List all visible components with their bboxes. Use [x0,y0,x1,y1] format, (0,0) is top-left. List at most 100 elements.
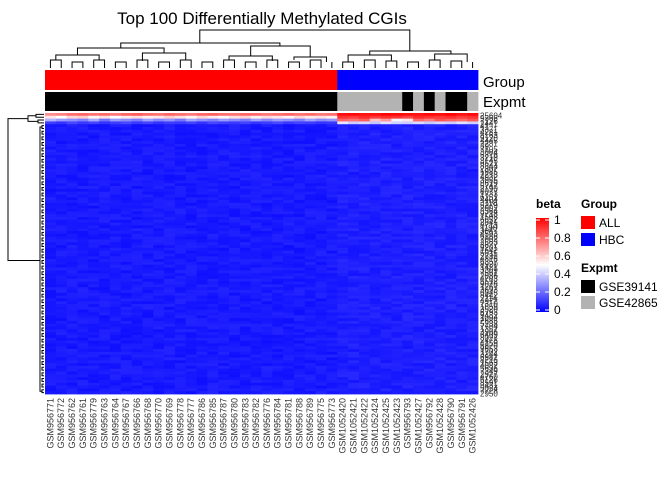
heatmap-cell [218,188,230,193]
heatmap-cell [218,160,230,164]
heatmap-cell [239,259,252,263]
heatmap-cell [120,273,132,277]
heatmap-cell [467,346,479,350]
heatmap-cell [369,360,381,364]
heatmap-cell [164,256,176,260]
heatmap-cell [261,270,273,274]
group-annot-cell [196,70,208,90]
heatmap-cell [239,318,252,322]
heatmap-cell [445,298,457,302]
heatmap-cell [283,129,295,134]
heatmap-cell [358,287,371,291]
heatmap-cell [402,155,414,159]
heatmap-cell [315,216,327,221]
heatmap-cell [45,177,57,181]
heatmap-cell [326,382,338,386]
heatmap-cell [445,382,457,386]
heatmap-cell [218,177,230,181]
heatmap-cell [445,152,457,156]
heatmap-cell [272,284,284,288]
heatmap-cell [77,368,89,372]
heatmap-cell [153,245,165,249]
heatmap-cell [413,315,425,319]
heatmap-cell [229,191,241,195]
heatmap-cell [434,219,446,223]
heatmap-cell [153,379,165,384]
heatmap-cell [45,118,57,122]
heatmap-cell [120,214,132,218]
heatmap-cell [283,239,295,243]
heatmap-cell [174,191,187,195]
heatmap-cell [402,385,414,389]
heatmap-cell [261,371,273,375]
heatmap-cell [434,292,446,297]
heatmap-cell [358,340,371,344]
heatmap-cell [55,346,68,350]
heatmap-cell [315,270,327,274]
heatmap-cell [109,320,122,325]
heatmap-cell [229,253,241,257]
heatmap-cell [304,332,317,336]
heatmap-cell [402,267,414,271]
heatmap-cell [99,318,111,322]
heatmap-cell [153,247,165,252]
heatmap-cell [45,385,57,389]
heatmap-cell [142,360,154,364]
heatmap-cell [164,371,176,375]
heatmap-cell [77,157,89,162]
heatmap-cell [413,129,425,134]
heatmap-cell [304,149,317,153]
heatmap-cell [218,231,230,235]
heatmap-cell [77,211,89,215]
heatmap-cell [55,326,68,330]
heatmap-cell [88,337,100,342]
heatmap-cell [164,318,176,322]
heatmap-cell [153,132,165,136]
row-label: 1508 [480,212,498,221]
heatmap-cell [445,312,457,316]
row-label: 8920 [480,260,498,269]
heatmap-cell [99,118,111,122]
heatmap-cell [229,202,241,207]
heatmap-cell [239,183,252,187]
heatmap-cell [261,149,273,153]
heatmap-cell [467,174,479,179]
heatmap-cell [99,143,111,148]
heatmap-cell [229,354,241,358]
heatmap-cell [283,275,295,280]
heatmap-cell [391,157,403,162]
heatmap-cell [413,242,425,246]
heatmap-cell [456,363,468,367]
heatmap-cell [250,379,262,384]
heatmap-cell [369,250,381,254]
heatmap-cell [380,365,392,370]
heatmap-cell [261,298,273,302]
heatmap-cell [109,211,122,215]
column-label: GSM956777 [186,398,196,449]
heatmap-cell [337,388,349,392]
heatmap-cell [142,250,154,254]
heatmap-cell [261,124,273,128]
heatmap-cell [434,379,446,384]
row-label: 9653 [480,345,498,354]
heatmap-cell [380,180,392,184]
heatmap-cell [196,214,208,218]
heatmap-cell [391,231,403,235]
heatmap-cell [66,143,78,148]
heatmap-cell [142,292,154,297]
heatmap-cell [358,354,371,358]
heatmap-cell [283,219,295,223]
heatmap-cell [315,163,327,167]
heatmap-cell [66,152,78,156]
heatmap-cell [55,191,68,195]
heatmap-cell [293,186,306,190]
heatmap-cell [348,382,360,386]
heatmap-cell [304,180,317,184]
column-label: GSM956780 [229,398,239,449]
heatmap-cell [369,143,381,148]
heatmap-cell [467,379,479,384]
heatmap-cell [315,298,327,302]
heatmap-cell [250,388,262,392]
heatmap-cell [283,385,295,389]
